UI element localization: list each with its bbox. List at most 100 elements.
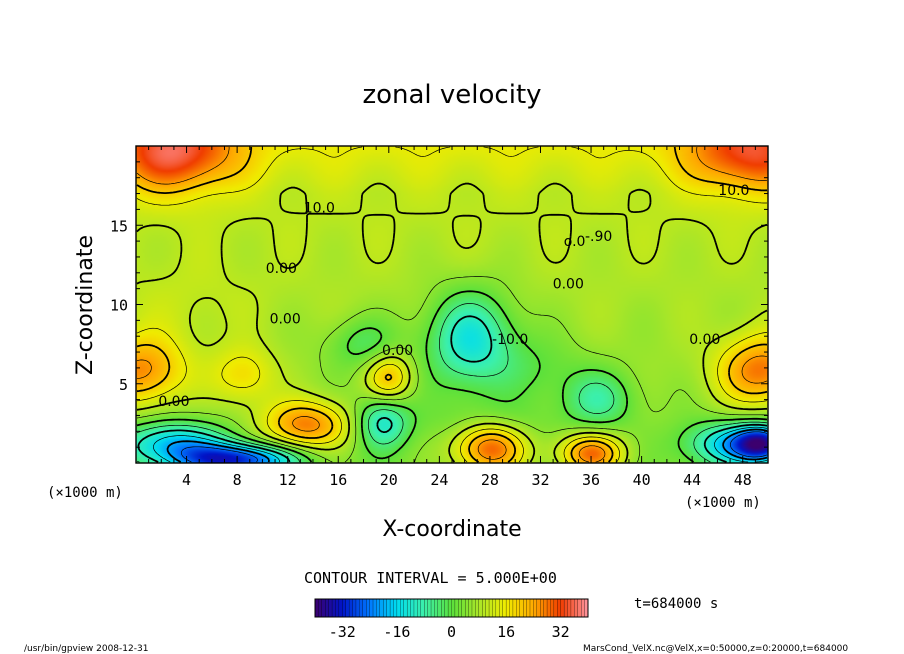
colorbar-cell xyxy=(389,598,394,618)
colorbar-tick-label: -16 xyxy=(383,623,410,641)
contour-label: 10.0 xyxy=(304,201,335,217)
colorbar-cell xyxy=(454,598,459,618)
y-axis-ticks: 5 10 15 xyxy=(110,161,768,448)
colorbar-cell xyxy=(427,598,432,618)
colorbar-cell xyxy=(505,598,510,618)
colorbar-cell xyxy=(441,598,446,618)
contour-lines xyxy=(136,146,768,463)
contour-label: 0.00 xyxy=(382,343,413,359)
colorbar-cell xyxy=(451,598,456,618)
contour-level-10 xyxy=(136,182,768,463)
colorbar-cell xyxy=(379,598,384,618)
colorbar-cell xyxy=(478,598,483,618)
colorbar-cell xyxy=(523,598,528,618)
colorbar-cell xyxy=(461,598,466,618)
colorbar-cell xyxy=(369,598,374,618)
colorbar-cell xyxy=(482,598,487,618)
colorbar-cells xyxy=(314,598,589,618)
footer-program: /usr/bin/gpview 2008-12-31 xyxy=(24,644,148,654)
colorbar-cell xyxy=(553,598,558,618)
time-label: t=684000 s xyxy=(634,596,718,612)
colorbar-cell xyxy=(509,598,514,618)
colorbar-cell xyxy=(485,598,490,618)
contour-label: 0.00 xyxy=(266,261,297,277)
colorbar-tick-label: 0 xyxy=(447,623,456,641)
x-tick-label: 32 xyxy=(531,471,549,489)
colorbar-cell xyxy=(529,598,534,618)
contour-level-neg25 xyxy=(180,431,768,463)
colorbar-cell xyxy=(321,598,326,618)
colorbar-cell xyxy=(458,598,463,618)
colorbar-cell xyxy=(352,598,357,618)
colorbar-cell xyxy=(376,598,381,618)
footer-source: MarsCond_VelX.nc@VelX,x=0:50000,z=0:2000… xyxy=(583,644,848,654)
colorbar-cell xyxy=(444,598,449,618)
colorbar-tick-label: 16 xyxy=(497,623,515,641)
contour-level-5 xyxy=(136,276,768,463)
colorbar-cell xyxy=(464,598,470,618)
y-axis-label: Z-coordinate xyxy=(73,235,98,375)
colorbar-cell xyxy=(475,598,480,618)
colorbar-cell xyxy=(512,598,517,618)
colorbar-cell xyxy=(386,598,391,618)
colorbar-cell xyxy=(581,598,586,618)
x-axis-label: X-coordinate xyxy=(382,517,521,542)
colorbar-cell xyxy=(355,598,360,618)
colorbar-cell xyxy=(410,598,415,618)
colorbar-cell xyxy=(471,598,476,618)
x-tick-label: 28 xyxy=(481,471,499,489)
colorbar-cell xyxy=(447,598,452,618)
x-tick-label: 16 xyxy=(329,471,347,489)
colorbar-cell xyxy=(348,598,353,618)
colorbar-cell xyxy=(430,598,435,618)
contour-label: 0.00 xyxy=(553,277,584,293)
colorbar-cell xyxy=(546,598,551,618)
contour-level-neg15 xyxy=(153,426,768,463)
x-tick-label: 40 xyxy=(633,471,651,489)
colorbar-cell xyxy=(338,598,343,618)
colorbar-cell xyxy=(335,598,340,618)
colorbar-cell xyxy=(318,598,323,618)
x-tick-label: 24 xyxy=(430,471,448,489)
contour-labels: 10.0 10.0 0.00 0.00 0.00 0.00 -10.0 0.00 0.00 -.9… xyxy=(158,183,749,410)
contour-level-neg10 xyxy=(137,315,768,463)
colorbar-cell xyxy=(403,598,408,618)
contour-label: -10.0 xyxy=(492,332,528,348)
contour-level-20 xyxy=(136,146,768,463)
x-tick-label: 12 xyxy=(279,471,297,489)
colorbar-cell xyxy=(567,598,572,618)
x-unit-right: (×1000 m) xyxy=(685,495,761,511)
colorbar-cell xyxy=(434,598,439,618)
contour-level-25 xyxy=(136,146,768,463)
colorbar-cell xyxy=(359,598,364,618)
colorbar-cell xyxy=(550,598,555,618)
colorbar-cell xyxy=(516,598,521,618)
colorbar-tick-label: -32 xyxy=(329,623,356,641)
y-tick-label: 15 xyxy=(110,217,128,235)
colorbar-cell xyxy=(413,598,418,618)
colorbar-cell xyxy=(396,598,401,618)
x-tick-label: 4 xyxy=(182,471,191,489)
colorbar-cell xyxy=(577,598,582,618)
colorbar-cell xyxy=(536,598,541,618)
colorbar-cell xyxy=(366,598,371,618)
contour-level-neg20 xyxy=(166,428,768,463)
colorbar-cell xyxy=(519,598,524,618)
x-unit-left: (×1000 m) xyxy=(47,485,123,501)
contour-label: 0.00 xyxy=(270,312,301,328)
colorbar-cell xyxy=(492,598,497,618)
contour-label: 10.0 xyxy=(718,183,749,199)
colorbar-cell xyxy=(502,598,507,618)
colorbar-cell xyxy=(393,598,398,618)
colorbar-cell xyxy=(417,598,422,618)
contour-label: 0.00 xyxy=(158,394,189,410)
colorbar-cell xyxy=(540,598,545,618)
colorbar-cell xyxy=(560,598,565,618)
colorbar-cell xyxy=(325,598,330,618)
colorbar-cell xyxy=(543,598,548,618)
colorbar-cell xyxy=(331,598,336,618)
colorbar-cell xyxy=(499,598,504,618)
x-tick-label: 20 xyxy=(380,471,398,489)
colorbar-cell xyxy=(570,598,575,618)
